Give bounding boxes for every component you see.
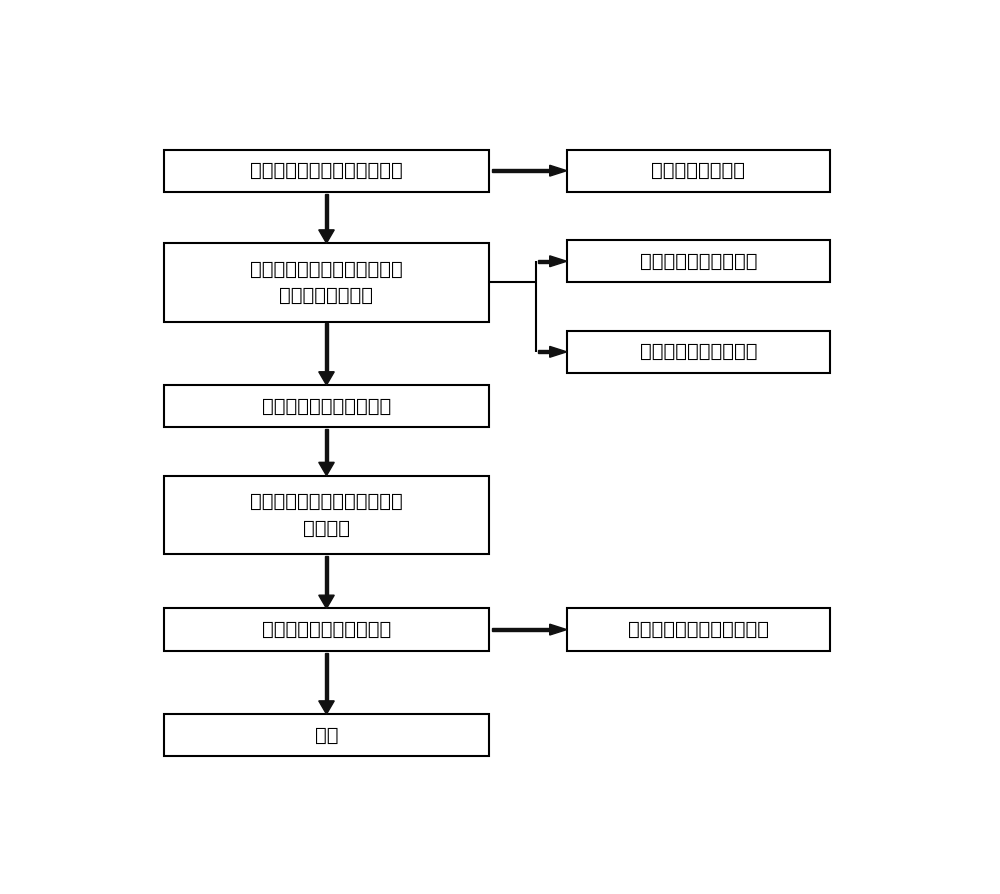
Bar [492,169,550,173]
Polygon shape [550,256,567,266]
Polygon shape [550,165,567,176]
Bar [325,324,328,372]
Bar [164,243,489,322]
Bar [538,350,550,353]
Bar [325,653,328,701]
Bar [164,476,489,554]
Text: 结论: 结论 [315,726,338,745]
Polygon shape [550,346,567,358]
Bar [164,609,489,651]
Bar [567,609,830,651]
Text: 对探测后的信息进行整理: 对探测后的信息进行整理 [262,397,391,416]
Text: 高光谱遥感技术的原理: 高光谱遥感技术的原理 [640,342,757,361]
Text: 高光谱遥感技术的介绍: 高光谱遥感技术的介绍 [640,252,757,271]
Bar [164,149,489,192]
Text: 利用农学知识对整理后的数据
进行分析: 利用农学知识对整理后的数据 进行分析 [250,492,403,537]
Polygon shape [319,372,334,385]
Bar [567,149,830,192]
Bar [164,385,489,427]
Bar [567,331,830,373]
Bar [164,714,489,756]
Polygon shape [319,230,334,243]
Polygon shape [550,624,567,635]
Polygon shape [319,595,334,609]
Text: 对不同层次的红枣树冠层分类: 对不同层次的红枣树冠层分类 [250,161,403,181]
Text: 通过标签进行分类: 通过标签进行分类 [652,161,746,181]
Polygon shape [319,701,334,714]
Bar [325,556,328,595]
Bar [325,194,328,230]
Bar [567,240,830,283]
Bar [325,429,328,462]
Bar [538,260,550,263]
Bar [492,628,550,631]
Text: 将数据支撑折线图和柱状图: 将数据支撑折线图和柱状图 [628,620,769,639]
Text: 将分析后的数据整合对比: 将分析后的数据整合对比 [262,620,391,639]
Text: 利用高光谱遥感技术对分类后
的红枣树冠层探测: 利用高光谱遥感技术对分类后 的红枣树冠层探测 [250,259,403,305]
Polygon shape [319,462,334,476]
